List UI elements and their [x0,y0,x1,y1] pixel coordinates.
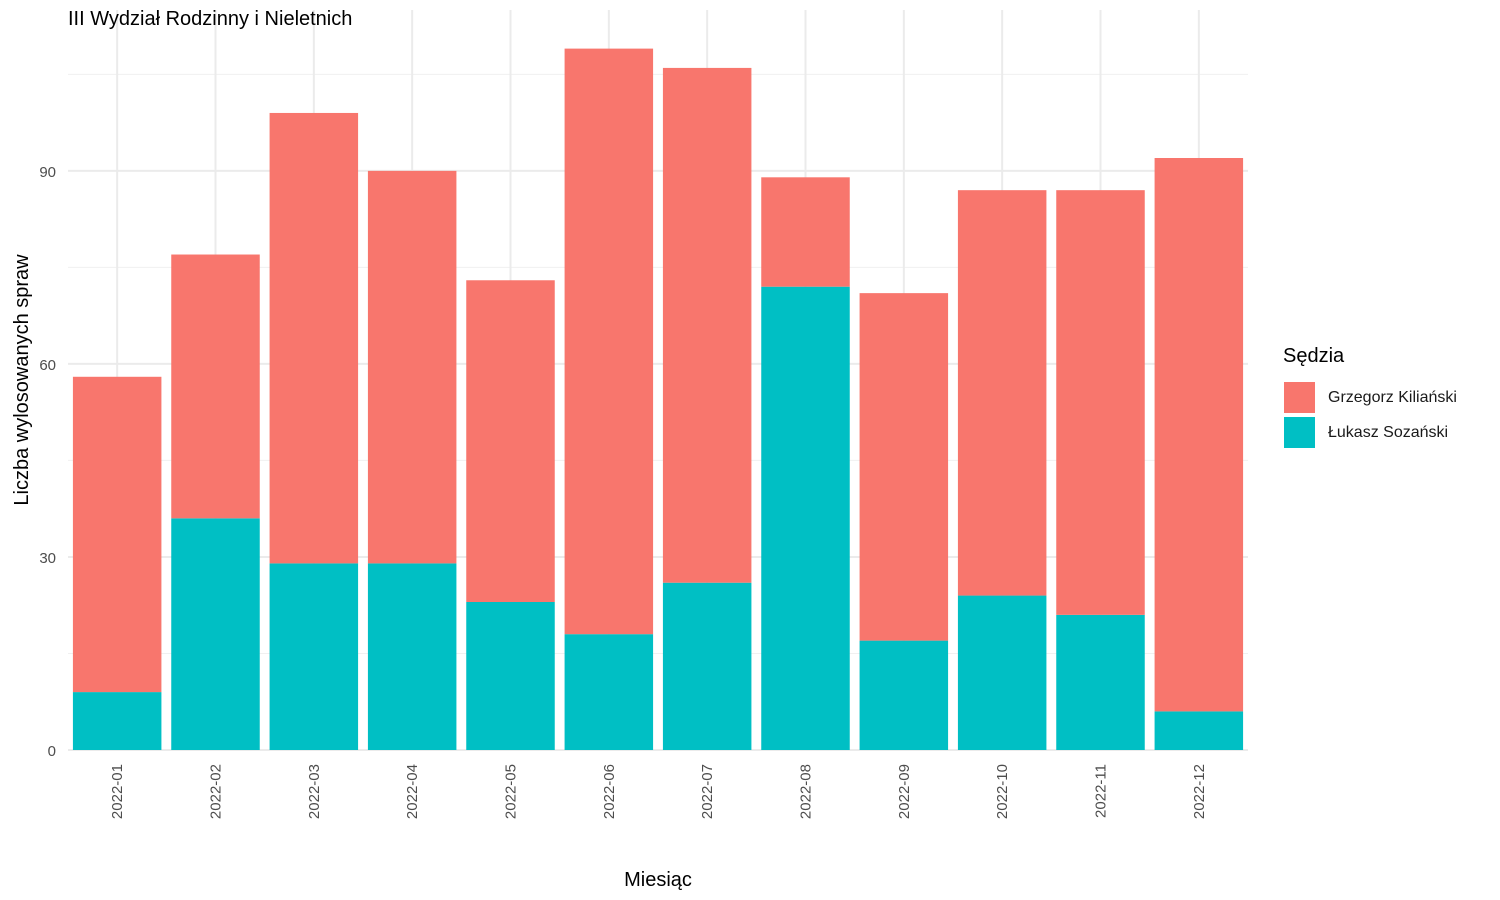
x-tick-label: 2022-08 [798,764,815,819]
x-tick-label: 2022-09 [896,764,913,819]
bar-segment [859,293,949,641]
bar-segment [662,582,752,750]
bar-segment [171,254,260,519]
y-tick-label: 90 [39,164,56,181]
legend-swatch [1283,416,1316,449]
bar-segment [367,170,457,564]
bar-segment [564,634,654,750]
x-tick-label: 2022-02 [208,764,225,819]
y-axis-title: Liczba wylosowanych spraw [11,254,33,506]
bar-segment [957,595,1047,750]
x-tick-label: 2022-07 [699,764,716,819]
bar-segment [859,640,949,750]
x-tick-label: 2022-01 [109,764,126,819]
legend-item-series-0: Grzegorz Kiliański [1283,380,1457,415]
bar-segment [367,563,457,750]
bar-segment [662,67,752,583]
legend: Sędzia Grzegorz Kiliański Łukasz Sozańsk… [1283,345,1457,450]
bar-segment [269,563,359,750]
bar-segment [957,190,1047,596]
x-tick-label: 2022-12 [1191,764,1208,819]
x-tick-label: 2022-11 [1093,764,1110,818]
bar-segment [1056,614,1145,750]
bar-segment [1154,158,1244,712]
bar-segment [761,286,850,750]
bar-segment [466,280,555,602]
y-tick-label: 30 [39,550,56,567]
bar-segment [1056,190,1145,615]
bar-segment [72,376,162,693]
bar-segment [564,48,654,635]
x-tick-label: 2022-06 [601,764,618,819]
x-tick-label: 2022-04 [404,764,421,819]
y-tick-label: 0 [48,743,56,760]
bar-segment [72,692,162,750]
x-tick-label: 2022-03 [306,764,323,819]
legend-label: Łukasz Sozański [1328,423,1449,441]
chart-title: III Wydział Rodzinny i Nieletnich [68,8,353,30]
legend-title: Sędzia [1283,345,1345,367]
legend-item-series-1: Łukasz Sozański [1283,415,1457,450]
bar-segment [269,112,359,564]
y-tick-label: 60 [39,357,56,374]
legend-swatch [1283,381,1316,414]
bar-segment [761,177,850,287]
bar-segment [1154,711,1244,750]
x-axis-title: Miesiąc [624,869,692,891]
legend-label: Grzegorz Kiliański [1328,388,1457,406]
x-tick-label: 2022-05 [503,764,520,819]
bar-segment [171,518,260,750]
x-tick-label: 2022-10 [994,764,1011,819]
bar-segment [466,602,555,750]
